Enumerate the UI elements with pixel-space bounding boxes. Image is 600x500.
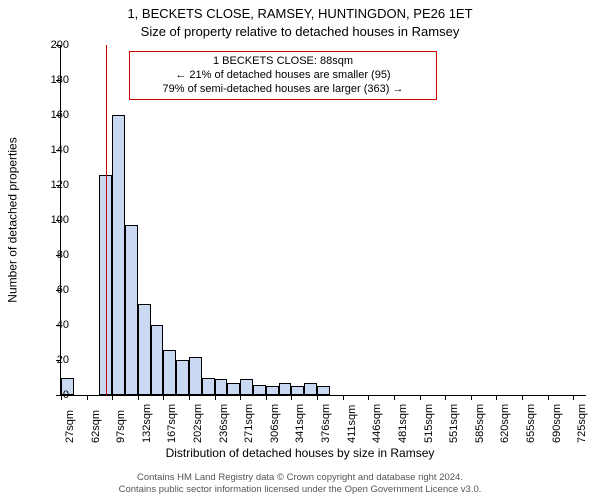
x-tick-label: 27sqm (64, 410, 76, 443)
x-tick (522, 395, 523, 400)
x-tick-label: 376sqm (320, 404, 332, 443)
y-tick-label: 160 (51, 109, 69, 121)
histogram-bar (317, 386, 330, 395)
x-tick-label: 446sqm (371, 404, 383, 443)
plot-area: 1 BECKETS CLOSE: 88sqm ← 21% of detached… (60, 45, 586, 396)
x-tick-label: 655sqm (525, 404, 537, 443)
x-tick-label: 551sqm (448, 404, 460, 443)
x-tick (394, 395, 395, 400)
y-tick-label: 100 (51, 214, 69, 226)
chart-title-description: Size of property relative to detached ho… (0, 24, 600, 39)
histogram-bar (138, 304, 151, 395)
histogram-bar (112, 115, 125, 395)
x-tick (573, 395, 574, 400)
histogram-bar (151, 325, 164, 395)
license-text: Contains HM Land Registry data © Crown c… (0, 472, 600, 496)
chart-title-address: 1, BECKETS CLOSE, RAMSEY, HUNTINGDON, PE… (0, 6, 600, 21)
x-tick-label: 620sqm (499, 404, 511, 443)
y-tick-label: 180 (51, 74, 69, 86)
histogram-bar (215, 379, 228, 395)
annotation-line1: 1 BECKETS CLOSE: 88sqm (136, 55, 430, 69)
x-tick (368, 395, 369, 400)
x-tick-label: 481sqm (397, 404, 409, 443)
histogram-bar (125, 225, 138, 395)
y-tick-label: 140 (51, 144, 69, 156)
x-tick-label: 167sqm (166, 404, 178, 443)
histogram-bar (163, 350, 176, 396)
x-tick (445, 395, 446, 400)
y-tick-label: 40 (57, 319, 69, 331)
x-tick-label: 725sqm (576, 404, 588, 443)
x-tick (61, 395, 62, 400)
property-annotation-box: 1 BECKETS CLOSE: 88sqm ← 21% of detached… (129, 51, 437, 100)
y-tick-label: 0 (63, 389, 69, 401)
chart-container: 1, BECKETS CLOSE, RAMSEY, HUNTINGDON, PE… (0, 0, 600, 500)
histogram-bar (189, 357, 202, 396)
x-tick (420, 395, 421, 400)
x-tick-label: 62sqm (90, 410, 102, 443)
x-tick-label: 515sqm (423, 404, 435, 443)
y-tick-label: 80 (57, 249, 69, 261)
x-tick (317, 395, 318, 400)
x-tick-label: 202sqm (192, 404, 204, 443)
x-tick-label: 271sqm (243, 404, 255, 443)
histogram-bar (240, 379, 253, 395)
histogram-bar (304, 383, 317, 395)
x-tick-label: 585sqm (474, 404, 486, 443)
license-line2: Contains public sector information licen… (0, 484, 600, 496)
histogram-bar (279, 383, 292, 395)
x-tick (496, 395, 497, 400)
x-tick (240, 395, 241, 400)
x-tick (189, 395, 190, 400)
x-tick-label: 97sqm (115, 410, 127, 443)
x-tick (471, 395, 472, 400)
x-tick-label: 132sqm (141, 404, 153, 443)
annotation-line3: 79% of semi-detached houses are larger (… (136, 83, 430, 97)
x-tick-label: 690sqm (551, 404, 563, 443)
x-tick-label: 236sqm (218, 404, 230, 443)
x-tick (291, 395, 292, 400)
histogram-bar (291, 386, 304, 395)
x-tick-label: 411sqm (346, 405, 358, 443)
x-tick (215, 395, 216, 400)
x-tick (112, 395, 113, 400)
x-tick-label: 341sqm (294, 404, 306, 443)
y-axis-label-text: Number of detached properties (6, 137, 20, 302)
x-tick (548, 395, 549, 400)
histogram-bar (227, 383, 240, 395)
x-axis-label: Distribution of detached houses by size … (0, 446, 600, 460)
x-tick (138, 395, 139, 400)
x-tick (343, 395, 344, 400)
y-tick-label: 60 (57, 284, 69, 296)
histogram-bar (253, 385, 266, 396)
license-line1: Contains HM Land Registry data © Crown c… (0, 472, 600, 484)
histogram-bar (202, 378, 215, 396)
x-tick-label: 306sqm (269, 404, 281, 443)
x-tick (266, 395, 267, 400)
histogram-bar (266, 386, 279, 395)
annotation-line2: ← 21% of detached houses are smaller (95… (136, 69, 430, 83)
y-tick-label: 120 (51, 179, 69, 191)
y-tick-label: 20 (57, 354, 69, 366)
x-tick (163, 395, 164, 400)
x-tick (87, 395, 88, 400)
histogram-bar (176, 360, 189, 395)
property-marker-line (106, 45, 107, 395)
y-tick-label: 200 (51, 39, 69, 51)
y-axis-label: Number of detached properties (6, 45, 20, 395)
